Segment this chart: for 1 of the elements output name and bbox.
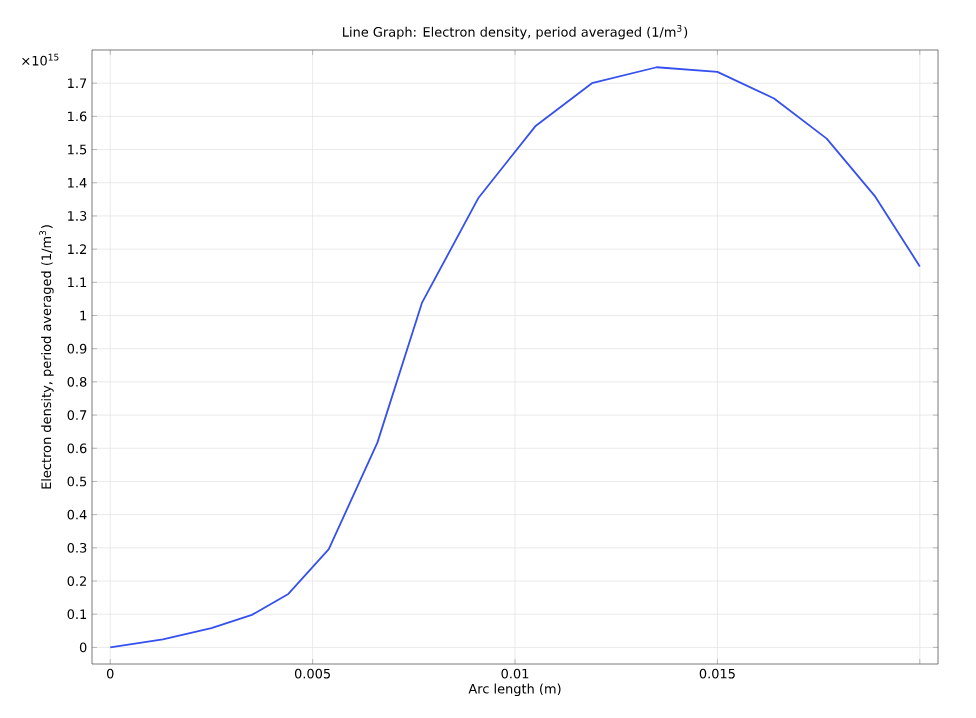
line-series <box>109 66 921 649</box>
